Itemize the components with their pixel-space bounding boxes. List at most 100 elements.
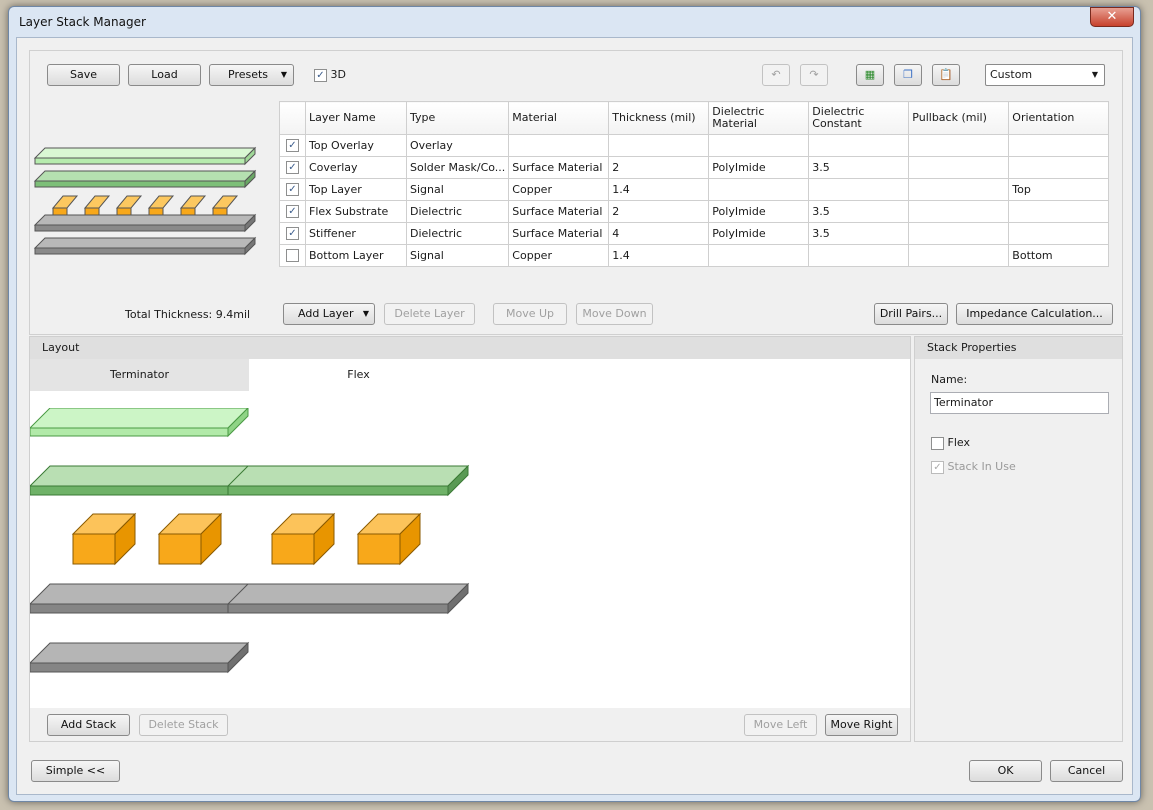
cell-material[interactable]: Copper — [508, 244, 610, 267]
cell-thickness[interactable]: 1.4 — [608, 178, 710, 201]
checkbox-3d-box[interactable]: ✓ — [314, 68, 327, 82]
row-checkbox-cell[interactable]: ✓ — [279, 134, 306, 157]
cell-diel-const[interactable]: 3.5 — [808, 200, 910, 223]
cell-material[interactable]: Surface Material — [508, 222, 610, 245]
flex-checkbox-box[interactable] — [931, 436, 944, 450]
move-down-button[interactable]: Move Down — [576, 303, 653, 325]
cell-type[interactable]: Solder Mask/Co... — [405, 156, 510, 179]
layer-visible-checkbox[interactable]: ✓ — [286, 139, 299, 153]
cell-pullback[interactable] — [908, 156, 1010, 179]
cell-type[interactable]: Dielectric — [405, 222, 510, 245]
table-row[interactable]: ✓ Top Layer Signal Copper 1.4 Top — [279, 178, 1110, 201]
simple-button[interactable]: Simple << — [31, 760, 120, 782]
table-row[interactable]: ✓ Stiffener Dielectric Surface Material 4 Pol… — [279, 222, 1110, 245]
cancel-button[interactable]: Cancel — [1050, 760, 1123, 782]
add-stack-button[interactable]: Add Stack — [47, 714, 130, 736]
row-checkbox-cell[interactable]: ✓ — [279, 156, 306, 179]
cell-pullback[interactable] — [908, 244, 1010, 267]
table-row[interactable]: ✓ Top Overlay Overlay — [279, 134, 1110, 157]
tab-flex[interactable]: Flex — [347, 368, 370, 381]
cell-material[interactable] — [508, 134, 610, 157]
cell-material[interactable]: Copper — [508, 178, 610, 201]
preset-select[interactable]: Custom ▼ — [985, 64, 1105, 86]
column-header[interactable]: Material — [508, 101, 610, 135]
move-right-button[interactable]: Move Right — [825, 714, 898, 736]
cell-pullback[interactable] — [908, 178, 1010, 201]
impedance-calculation-button[interactable]: Impedance Calculation... — [956, 303, 1113, 325]
delete-stack-button[interactable]: Delete Stack — [139, 714, 228, 736]
tab-terminator[interactable]: Terminator — [30, 359, 249, 391]
row-checkbox-cell[interactable]: ✓ — [279, 200, 306, 223]
cell-diel-mat[interactable]: PolyImide — [708, 200, 810, 223]
table-row[interactable]: ✓ Coverlay Solder Mask/Co... Surface Materi… — [279, 156, 1110, 179]
cell-orientation[interactable] — [1008, 134, 1110, 157]
cell-material[interactable]: Surface Material — [508, 200, 610, 223]
cell-pullback[interactable] — [908, 222, 1010, 245]
ok-button[interactable]: OK — [969, 760, 1042, 782]
layer-visible-checkbox[interactable]: ✓ — [286, 227, 299, 241]
cell-diel-const[interactable]: 3.5 — [808, 222, 910, 245]
cell-pullback[interactable] — [908, 200, 1010, 223]
cell-diel-mat[interactable] — [708, 244, 810, 267]
cell-diel-mat[interactable]: PolyImide — [708, 222, 810, 245]
cell-diel-const[interactable] — [808, 178, 910, 201]
export-button[interactable]: ▦ — [856, 64, 884, 86]
table-row[interactable]: ✓ Flex Substrate Dielectric Surface Materia… — [279, 200, 1110, 223]
cell-name[interactable]: Flex Substrate — [305, 200, 407, 223]
cell-diel-mat[interactable] — [708, 178, 810, 201]
stack-in-use-checkbox[interactable]: ✓ Stack In Use — [931, 460, 1016, 474]
column-header[interactable]: Thickness (mil) — [608, 101, 710, 135]
undo-button[interactable]: ↶ — [762, 64, 790, 86]
copy-button[interactable]: ❐ — [894, 64, 922, 86]
load-button[interactable]: Load — [128, 64, 201, 86]
cell-pullback[interactable] — [908, 134, 1010, 157]
cell-material[interactable]: Surface Material — [508, 156, 610, 179]
stack-in-use-box[interactable]: ✓ — [931, 460, 944, 474]
cell-diel-const[interactable]: 3.5 — [808, 156, 910, 179]
cell-diel-mat[interactable] — [708, 134, 810, 157]
layer-visible-checkbox[interactable]: ✓ — [286, 161, 299, 175]
add-layer-button[interactable]: Add Layer ▼ — [283, 303, 375, 325]
cell-name[interactable]: Bottom Layer — [305, 244, 407, 267]
cell-orientation[interactable]: Bottom — [1008, 244, 1110, 267]
cell-diel-const[interactable] — [808, 244, 910, 267]
table-row[interactable]: Bottom Layer Signal Copper 1.4 Bottom — [279, 244, 1110, 267]
cell-orientation[interactable] — [1008, 222, 1110, 245]
cell-diel-mat[interactable]: PolyImide — [708, 156, 810, 179]
cell-name[interactable]: Coverlay — [305, 156, 407, 179]
cell-thickness[interactable]: 2 — [608, 156, 710, 179]
drill-pairs-button[interactable]: Drill Pairs... — [874, 303, 948, 325]
cell-name[interactable]: Top Overlay — [305, 134, 407, 157]
cell-type[interactable]: Signal — [405, 178, 510, 201]
cell-orientation[interactable] — [1008, 200, 1110, 223]
move-left-button[interactable]: Move Left — [744, 714, 817, 736]
column-header[interactable]: Pullback (mil) — [908, 101, 1010, 135]
cell-thickness[interactable]: 2 — [608, 200, 710, 223]
layer-visible-checkbox[interactable]: ✓ — [286, 183, 299, 197]
move-up-button[interactable]: Move Up — [493, 303, 567, 325]
column-header[interactable]: Type — [405, 101, 510, 135]
paste-button[interactable]: 📋 — [932, 64, 960, 86]
cell-orientation[interactable] — [1008, 156, 1110, 179]
cell-thickness[interactable]: 4 — [608, 222, 710, 245]
layer-visible-checkbox[interactable]: ✓ — [286, 205, 299, 219]
3d-checkbox[interactable]: ✓ 3D — [314, 68, 346, 82]
column-header[interactable]: Dielectric Constant — [808, 101, 910, 135]
cell-name[interactable]: Stiffener — [305, 222, 407, 245]
presets-button[interactable]: Presets ▼ — [209, 64, 294, 86]
cell-diel-const[interactable] — [808, 134, 910, 157]
row-checkbox-cell[interactable] — [279, 244, 306, 267]
cell-type[interactable]: Dielectric — [405, 200, 510, 223]
layer-visible-checkbox[interactable] — [286, 249, 299, 263]
cell-type[interactable]: Overlay — [405, 134, 510, 157]
column-header[interactable]: Orientation — [1008, 101, 1110, 135]
save-button[interactable]: Save — [47, 64, 120, 86]
delete-layer-button[interactable]: Delete Layer — [384, 303, 475, 325]
flex-checkbox[interactable]: Flex — [931, 436, 970, 450]
column-header[interactable]: Layer Name — [305, 101, 407, 135]
cell-thickness[interactable] — [608, 134, 710, 157]
cell-type[interactable]: Signal — [405, 244, 510, 267]
cell-thickness[interactable]: 1.4 — [608, 244, 710, 267]
column-header[interactable]: Dielectric Material — [708, 101, 810, 135]
row-checkbox-cell[interactable]: ✓ — [279, 222, 306, 245]
